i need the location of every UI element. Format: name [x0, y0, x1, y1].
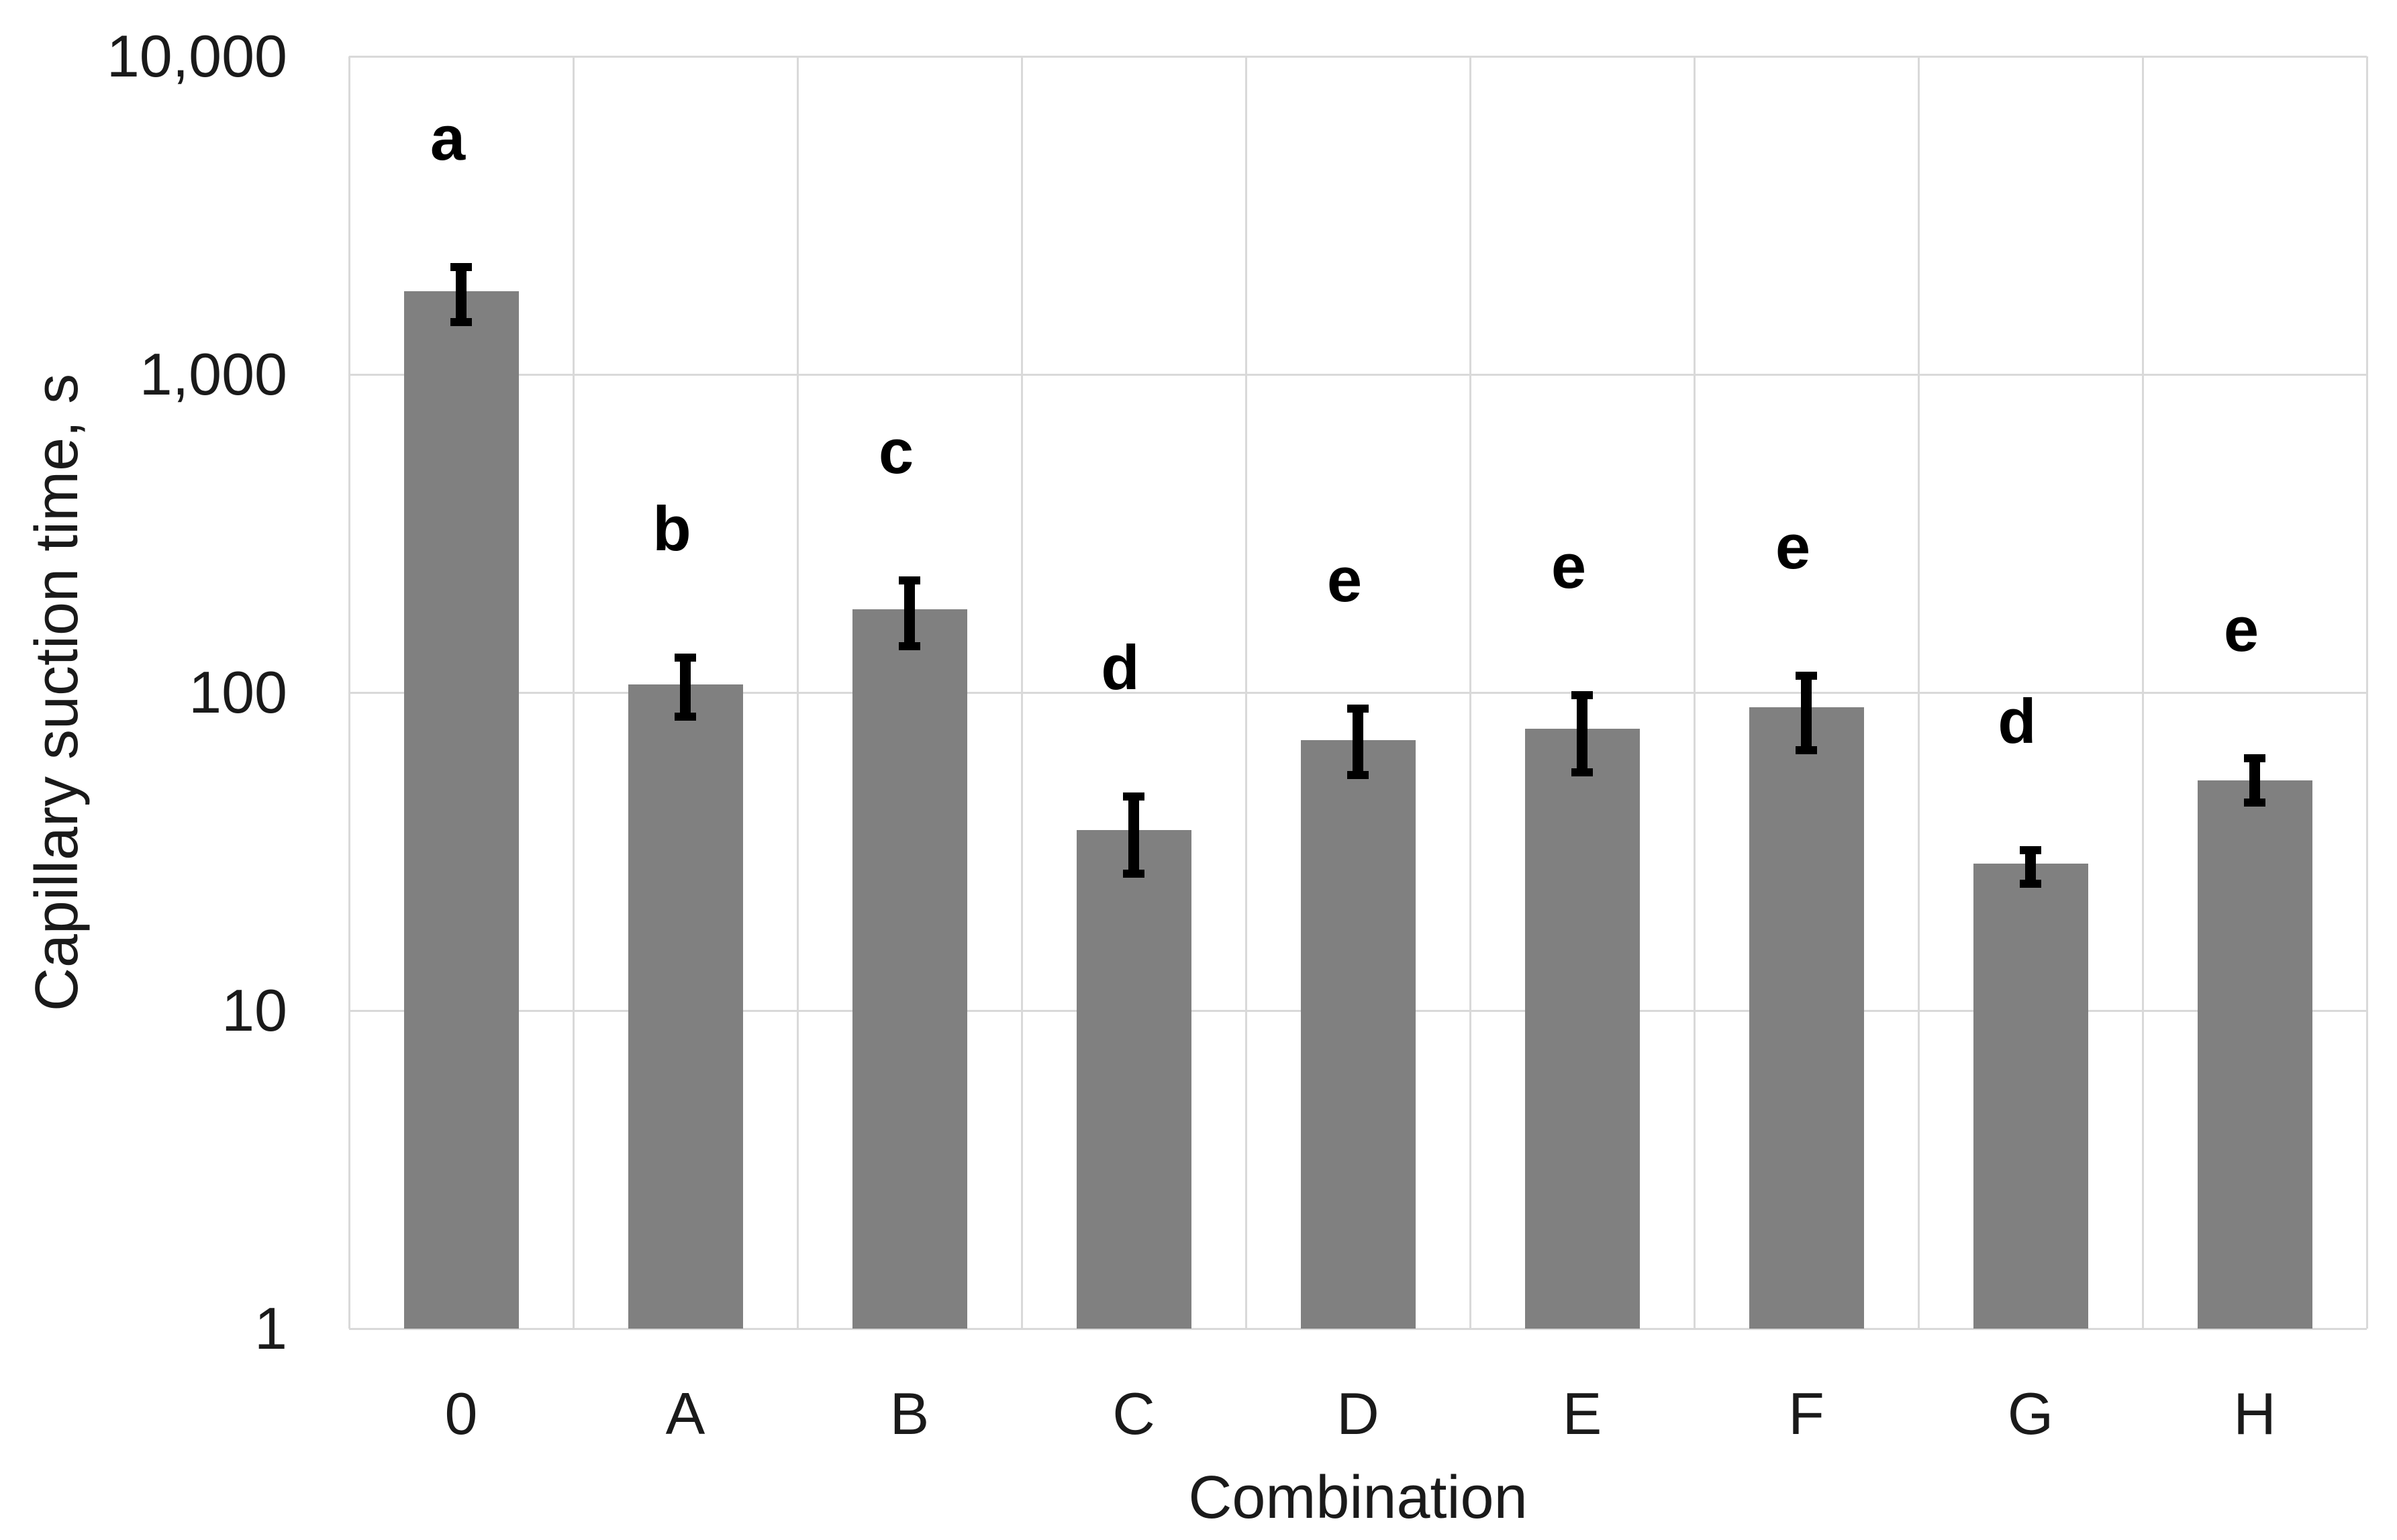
y-tick-label-1,000: 1,000	[139, 341, 287, 407]
error-cap-top-H	[2244, 754, 2265, 763]
error-bar-B	[904, 580, 915, 646]
significance-letter-B: c	[878, 416, 914, 487]
gridline-x-6	[1693, 56, 1696, 1329]
error-cap-top-0	[450, 262, 472, 271]
gridline-x-5	[1469, 56, 1471, 1329]
x-tick-label-C: C	[1112, 1380, 1155, 1447]
error-cap-bottom-B	[899, 641, 920, 650]
x-tick-label-B: B	[889, 1380, 930, 1447]
error-cap-top-F	[1796, 671, 1817, 680]
gridline-x-1	[572, 56, 575, 1329]
error-cap-bottom-G	[2020, 880, 2041, 888]
error-cap-bottom-E	[1571, 768, 1593, 777]
bar-0	[403, 291, 519, 1329]
gridline-y-1,000	[349, 373, 2367, 376]
gridline-x-7	[1917, 56, 1920, 1329]
error-bar-E	[1577, 695, 1587, 773]
gridline-x-4	[1244, 56, 1247, 1329]
significance-letter-C: d	[1101, 632, 1140, 703]
error-bar-A	[680, 657, 691, 717]
y-tick-label-10: 10	[222, 977, 287, 1043]
y-tick-label-100: 100	[189, 659, 287, 725]
error-cap-top-A	[675, 653, 696, 662]
significance-letter-A: b	[652, 493, 691, 564]
error-cap-top-E	[1571, 691, 1593, 700]
gridline-x-8	[2141, 56, 2144, 1329]
bar-F	[1749, 707, 1864, 1329]
gridline-y-10,000	[349, 55, 2367, 58]
significance-letter-G: d	[1998, 685, 2037, 756]
error-cap-top-B	[899, 576, 920, 585]
gridline-y-100	[349, 691, 2367, 694]
y-tick-label-10,000: 10,000	[106, 23, 287, 89]
error-cap-top-D	[1347, 704, 1369, 713]
error-cap-bottom-D	[1347, 771, 1369, 780]
x-axis-title: Combination	[1188, 1464, 1528, 1531]
error-bar-C	[1128, 797, 1139, 874]
gridline-x-0	[348, 56, 350, 1329]
x-tick-label-G: G	[2007, 1380, 2054, 1447]
x-tick-label-E: E	[1562, 1380, 1602, 1447]
y-axis-title: Capillary suction time, s	[23, 373, 91, 1012]
error-cap-bottom-C	[1123, 869, 1144, 878]
error-bar-G	[2025, 850, 2036, 884]
error-cap-bottom-F	[1796, 746, 1817, 754]
error-bar-F	[1801, 675, 1812, 750]
significance-letter-D: e	[1326, 544, 1363, 615]
error-cap-top-C	[1123, 792, 1144, 801]
error-bar-0	[456, 266, 467, 323]
error-cap-bottom-A	[675, 712, 696, 721]
bar-C	[1076, 829, 1191, 1329]
gridline-y-1	[349, 1327, 2367, 1330]
significance-letter-E: e	[1551, 531, 1587, 602]
bar-D	[1300, 739, 1416, 1329]
x-tick-label-0: 0	[444, 1380, 478, 1447]
error-cap-bottom-0	[450, 318, 472, 327]
significance-letter-0: a	[430, 102, 466, 173]
bar-H	[2197, 780, 2312, 1329]
x-tick-label-F: F	[1788, 1380, 1824, 1447]
y-tick-label-1: 1	[254, 1295, 287, 1362]
error-bar-H	[2249, 758, 2260, 803]
bar-B	[852, 609, 967, 1329]
gridline-x-3	[1020, 56, 1023, 1329]
x-tick-label-H: H	[2233, 1380, 2276, 1447]
gridline-x-2	[796, 56, 799, 1329]
significance-letter-H: e	[2223, 594, 2259, 665]
bar-G	[1973, 863, 2088, 1329]
significance-letter-F: e	[1775, 511, 1811, 582]
error-cap-top-G	[2020, 845, 2041, 854]
x-tick-label-A: A	[665, 1380, 705, 1447]
error-cap-bottom-H	[2244, 799, 2265, 807]
gridline-x-9	[2365, 56, 2368, 1329]
x-tick-label-D: D	[1336, 1380, 1379, 1447]
bar-E	[1524, 728, 1640, 1329]
bar-A	[628, 684, 743, 1329]
plot-area: a b c d e e e d e	[348, 55, 2368, 1330]
error-bar-D	[1353, 708, 1363, 776]
